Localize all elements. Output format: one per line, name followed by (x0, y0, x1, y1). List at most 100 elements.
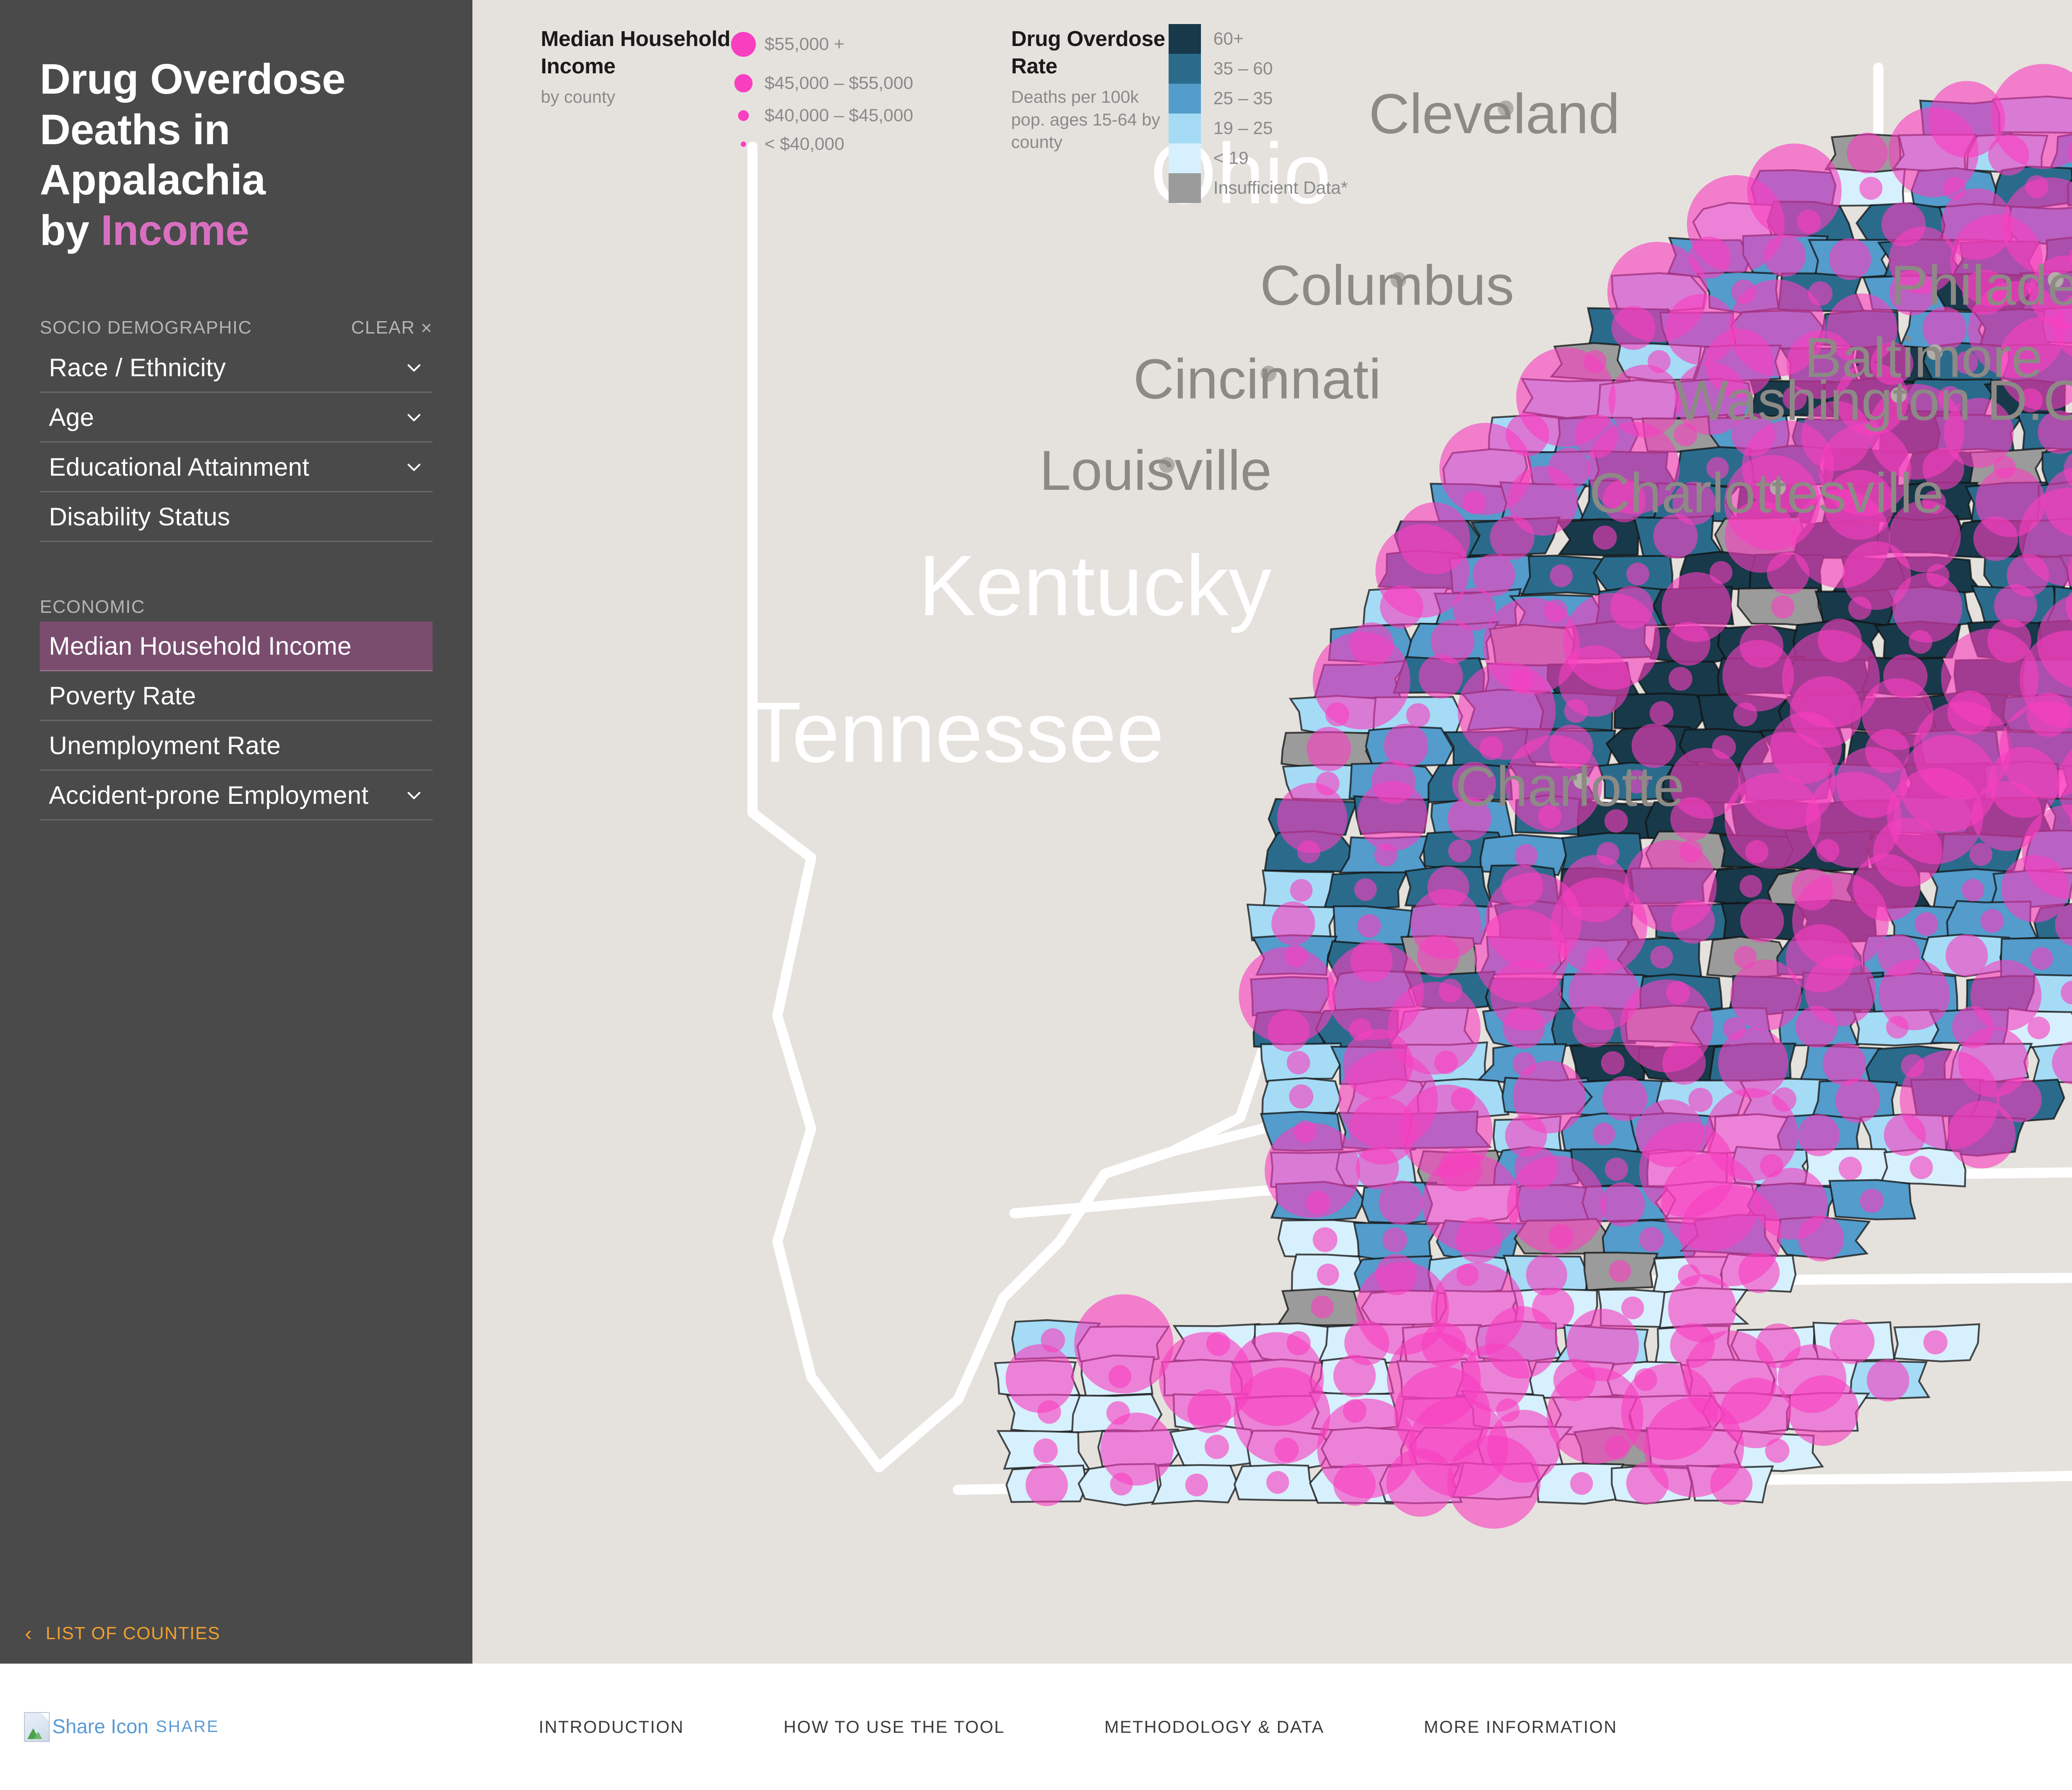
income-bubble (1795, 1006, 1838, 1048)
legend-item: 25 – 35 (1169, 84, 1401, 114)
legend-subtitle: by county (541, 87, 615, 107)
income-bubble (1922, 307, 1967, 351)
chevron-down-icon (404, 358, 424, 377)
sidebar-item-median-household-income[interactable]: Median Household Income (40, 622, 433, 671)
income-bubble (1549, 1224, 1574, 1249)
income-bubble (1915, 912, 1939, 936)
footer: Share Icon SHARE INTRODUCTION HOW TO USE… (0, 1664, 2072, 1790)
spacer (684, 1717, 784, 1737)
income-bubble (1593, 525, 1617, 550)
income-bubble (1503, 1006, 1545, 1049)
legend-item-label: 25 – 35 (1213, 88, 1273, 109)
filter-label: Unemployment Rate (49, 731, 281, 760)
bubble-swatch (734, 74, 753, 92)
income-bubble (1604, 809, 1628, 833)
appalachia-map[interactable]: OhioPennsylvaniaMarylandWest VirginiaVir… (472, 0, 2072, 1664)
sidebar-item-unemployment-rate[interactable]: Unemployment Rate (40, 721, 433, 771)
income-bubble (1384, 723, 1428, 768)
filter-label: Age (49, 403, 94, 431)
income-bubbles (1005, 64, 2072, 1529)
income-bubble (1767, 552, 1810, 595)
footer-link-methodology-and-data[interactable]: METHODOLOGY & DATA (1104, 1717, 1324, 1737)
income-bubble (1797, 210, 1821, 234)
income-bubble (1798, 1215, 1844, 1262)
income-bubble (1264, 1122, 1360, 1218)
sidebar-item-educational-attainment[interactable]: Educational Attainment (40, 443, 433, 492)
legend-income-scale: $55,000 + $45,000 – $55,000 $40,000 – $4… (729, 23, 1019, 158)
income-bubble (1452, 588, 1496, 631)
income-bubble (1447, 1435, 1541, 1529)
city-dot (2048, 272, 2064, 288)
income-bubble (1505, 735, 1602, 832)
income-bubble (1277, 783, 1348, 854)
income-bubble (1605, 1435, 1630, 1460)
income-bubble (1538, 805, 1562, 828)
sidebar-item-disability-status[interactable]: Disability Status (40, 492, 433, 542)
income-bubble (1289, 1084, 1314, 1109)
income-bubble (1786, 330, 1855, 399)
footer-link-how-to-use-the-tool[interactable]: HOW TO USE THE TOOL (783, 1717, 1005, 1737)
share-label: SHARE (156, 1717, 219, 1736)
income-bubble (1908, 630, 1932, 654)
clear-filters-button[interactable]: CLEAR × (351, 317, 433, 338)
income-bubble (1406, 703, 1431, 727)
income-bubble (1666, 622, 1711, 666)
sidebar-item-age[interactable]: Age (40, 393, 433, 443)
income-bubble (1829, 238, 1871, 280)
list-of-counties-button[interactable]: ‹ LIST OF COUNTIES (25, 1623, 220, 1644)
footer-link-introduction[interactable]: INTRODUCTION (539, 1717, 684, 1737)
clear-label: CLEAR (351, 317, 415, 338)
income-bubble (1108, 1365, 1132, 1388)
color-swatch (1169, 84, 1201, 114)
income-bubble (1948, 1101, 2016, 1169)
income-bubble (1344, 1320, 1389, 1365)
income-bubble (1033, 1438, 1058, 1463)
income-bubble (1830, 1319, 1875, 1364)
sidebar-item-poverty-rate[interactable]: Poverty Rate (40, 671, 433, 721)
city-dot (1498, 100, 1514, 116)
city-label: Cincinnati (1133, 348, 1381, 411)
share-button[interactable]: Share Icon SHARE (24, 1712, 219, 1742)
income-bubble (1670, 797, 1714, 841)
income-bubble (1514, 844, 1538, 867)
filter-label: Accident-prone Employment (49, 781, 369, 809)
income-bubble (1718, 1028, 1789, 1098)
income-bubble (1037, 1400, 1061, 1424)
income-bubble (1074, 1294, 1174, 1393)
city-label: Washington D.C. (1675, 369, 2072, 432)
income-bubble (1601, 1051, 1624, 1075)
income-bubble (1609, 1260, 1631, 1282)
income-bubble (1788, 1375, 1859, 1446)
income-bubble (1673, 481, 1716, 525)
footer-link-more-information[interactable]: MORE INFORMATION (1423, 1717, 1617, 1737)
income-bubble (1611, 306, 1656, 350)
income-bubble (1452, 762, 1496, 806)
color-swatch (1169, 54, 1201, 84)
income-bubble (1998, 316, 2072, 411)
income-bubble (1997, 1077, 2042, 1122)
income-bubble (2068, 556, 2072, 587)
socio-demographic-filters: Race / Ethnicity Age Educational Attainm… (40, 343, 433, 542)
city-label: Philadelphia (1890, 254, 2072, 317)
income-bubble (2068, 141, 2072, 165)
income-bubble (1973, 516, 2018, 561)
income-bubble (1888, 500, 1961, 573)
sidebar-item-race-ethnicity[interactable]: Race / Ethnicity (40, 343, 433, 393)
income-bubble (1439, 423, 1532, 515)
income-bubble (1559, 645, 1630, 717)
income-bubble (1159, 1332, 1253, 1426)
income-bubble (1662, 1041, 1706, 1085)
city-dot (1770, 479, 1786, 496)
filter-label: Median Household Income (49, 631, 352, 660)
income-bubble (1550, 564, 1573, 588)
chevron-left-icon: ‹ (25, 1622, 33, 1645)
income-bubble (1187, 1389, 1232, 1433)
state-label: Tennessee (749, 685, 1164, 780)
city-label: Charlotte (1455, 755, 1685, 818)
legend-title: Median Household Income (541, 27, 731, 78)
income-bubble (1333, 1355, 1376, 1397)
income-bubble (1668, 667, 1692, 691)
income-bubble (1431, 619, 1475, 664)
income-bubble (1848, 596, 1872, 620)
sidebar-item-accident-prone-employment[interactable]: Accident-prone Employment (40, 771, 433, 820)
